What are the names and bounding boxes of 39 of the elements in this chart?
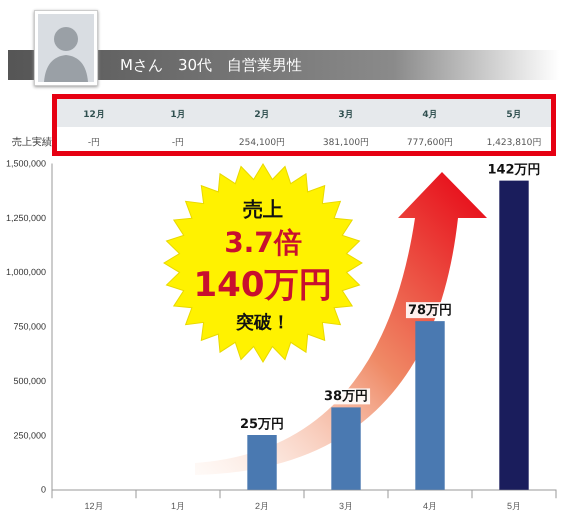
y-tick-label: 250,000 — [13, 430, 46, 440]
chart-title: Mさん 30代 自営業男性 — [120, 55, 302, 76]
y-tick-label: 750,000 — [13, 322, 46, 332]
category-label: 3月 — [338, 110, 354, 120]
x-tick-label: 4月 — [423, 501, 438, 512]
annotation: 売上 — [242, 196, 284, 223]
text: -円 — [172, 137, 184, 149]
category-label: 5月 — [506, 110, 522, 120]
x-tick-label: 1月 — [171, 501, 186, 512]
bar — [415, 321, 445, 490]
y-tick-label: 0 — [41, 484, 46, 495]
category-label: 4月 — [422, 110, 438, 120]
data-label: 381,100円 — [322, 137, 370, 149]
annotation: 3.7倍 — [223, 225, 303, 261]
bar — [247, 434, 277, 490]
x-tick-label: 3月 — [339, 501, 354, 512]
annotation: 140万円 — [192, 264, 334, 307]
data-label: 254,100円 — [238, 137, 286, 149]
y-tick-label: 1,250,000 — [6, 212, 46, 223]
annotation: 38万円 — [324, 389, 368, 404]
y-tick-label: 500,000 — [13, 376, 46, 386]
bar — [331, 407, 361, 490]
category-label: 2月 — [254, 110, 270, 120]
x-tick-label: 5月 — [506, 501, 522, 512]
x-tick-label: 12月 — [84, 501, 104, 512]
annotation: 142万円 — [487, 162, 541, 178]
y-tick-label: 1,000,000 — [6, 267, 46, 278]
category-label: 12月 — [83, 110, 105, 120]
y-tick-label: 1,500,000 — [6, 158, 46, 168]
data-label: 1,423,810円 — [486, 137, 542, 149]
bar — [499, 180, 529, 490]
category-label: 1月 — [170, 110, 186, 120]
text: -円 — [88, 137, 100, 149]
annotation: 突破！ — [235, 311, 291, 334]
data-label: 777,600円 — [406, 137, 454, 149]
x-tick-label: 2月 — [255, 501, 270, 512]
annotation: 78万円 — [408, 302, 452, 318]
text: 売上実績 — [12, 136, 52, 149]
annotation: 25万円 — [240, 416, 284, 432]
